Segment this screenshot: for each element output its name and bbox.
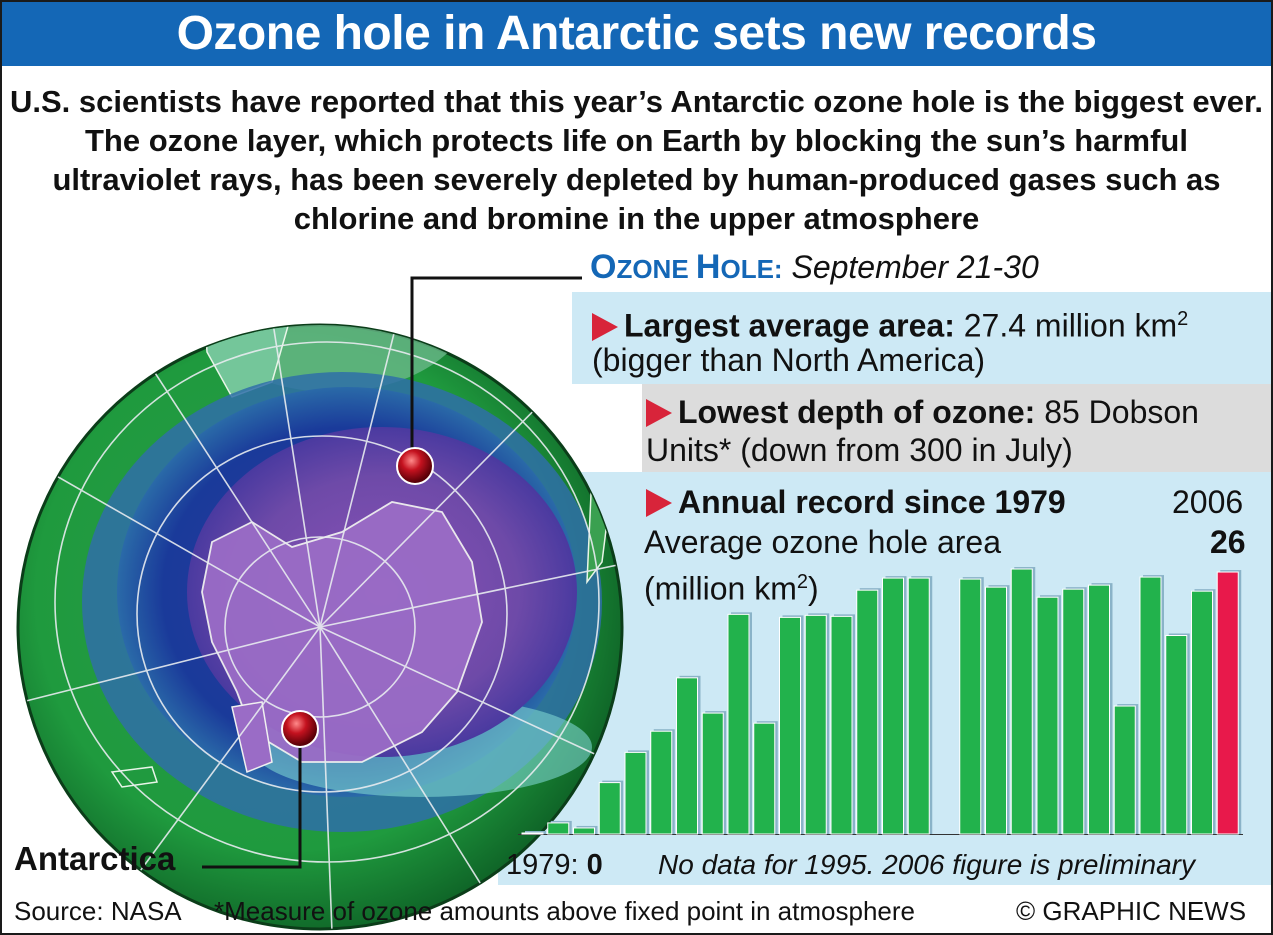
intro-text: U.S. scientists have reported that this …: [10, 84, 1264, 236]
annual-record-label: Annual record since 1979: [678, 484, 1066, 520]
hole-marker-icon: [396, 447, 434, 485]
triangle-bullet-icon: [592, 312, 618, 341]
footnote-text: *Measure of ozone amounts above fixed po…: [214, 896, 915, 926]
credit-text: © GRAPHIC NEWS: [1016, 896, 1247, 926]
heading-h: H: [695, 248, 721, 286]
first-year-text: 1979:: [506, 849, 579, 881]
chart-note: No data for 1995. 2006 figure is prelimi…: [658, 849, 1195, 880]
bar-1994: [907, 577, 930, 835]
triangle-bullet-icon: [646, 399, 672, 427]
latest-value: 26: [1210, 524, 1246, 560]
lowest-depth-value: 85 Dobson: [1044, 394, 1199, 430]
bar-2002: [1113, 705, 1136, 835]
largest-area-sup: 2: [1177, 308, 1189, 330]
bar-2000: [1062, 588, 1085, 835]
footer: Source: NASA *Measure of ozone amounts a…: [2, 892, 1271, 933]
antarctica-pointer-line: [202, 740, 302, 869]
unit-sup: 2: [796, 571, 809, 593]
bar-1982: [598, 782, 621, 835]
globe: [16, 323, 624, 931]
bar-1987: [727, 613, 750, 835]
lowest-depth-note: Units* (down from 300 in July): [646, 432, 1073, 468]
bar-1998: [1010, 568, 1033, 835]
bar-1984: [650, 730, 673, 835]
antarctica-label: Antarctica: [14, 840, 176, 877]
bar-1996: [959, 578, 982, 835]
graticule: [21, 325, 622, 929]
lowest-depth-panel: [642, 384, 1271, 472]
heading-o: O: [590, 248, 617, 286]
lowest-depth-stat: Lowest depth of ozone: 85 Dobson: [646, 392, 1199, 432]
largest-area-panel: [572, 292, 1271, 384]
bar-1989: [779, 616, 801, 835]
bar-2003: [1139, 576, 1162, 835]
antarctica-marker-icon: [281, 710, 319, 748]
bar-2006: [1216, 571, 1239, 835]
bar-1988: [753, 722, 776, 835]
ozone-hole-heading: OZONE HOLE: September 21-30: [590, 248, 1039, 287]
triangle-bullet-icon: [646, 489, 672, 517]
bar-1990: [804, 614, 827, 835]
heading-zone: ZONE: [616, 254, 696, 284]
lowest-depth-label: Lowest depth of ozone:: [678, 394, 1036, 430]
chart-subtitle: Average ozone hole area: [644, 524, 1002, 560]
largest-area-note: (bigger than North America): [592, 342, 986, 378]
bar-1986: [701, 712, 724, 835]
bar-1992: [856, 589, 879, 835]
bar-1991: [830, 615, 853, 835]
unit-open: (million km: [644, 570, 797, 607]
source-text: Source: NASA: [14, 896, 182, 926]
bar-2005: [1191, 590, 1213, 835]
period-text: September 21-30: [791, 249, 1039, 285]
largest-area-stat: Largest average area: 27.4 million km2: [592, 299, 1188, 346]
bar-1993: [882, 577, 904, 835]
bar-1981: [573, 827, 595, 835]
latest-year: 2006: [1172, 484, 1244, 520]
bar-1983: [624, 751, 647, 835]
bar-2004: [1165, 635, 1188, 835]
unit-close: ): [808, 570, 819, 607]
page-title: Ozone hole in Antarctic sets new records: [2, 2, 1271, 66]
chart-unit: (million km2): [644, 562, 819, 609]
bar-1985: [676, 677, 698, 835]
largest-area-label: Largest average area:: [624, 307, 955, 344]
heading-ole: OLE:: [720, 254, 783, 284]
hole-pointer-line: [410, 276, 582, 457]
bar-1980: [547, 822, 570, 835]
ozone-bar-chart: [518, 567, 1243, 835]
bar-2001: [1088, 584, 1110, 835]
first-year-value: 0: [586, 849, 603, 881]
bar-1979: [521, 832, 544, 835]
bar-1997: [985, 586, 1007, 835]
bar-1999: [1036, 596, 1059, 835]
largest-area-value: 27.4 million km: [963, 307, 1178, 344]
first-year-label: 1979: 0: [506, 845, 603, 885]
annual-record-heading: Annual record since 1979: [646, 482, 1066, 522]
